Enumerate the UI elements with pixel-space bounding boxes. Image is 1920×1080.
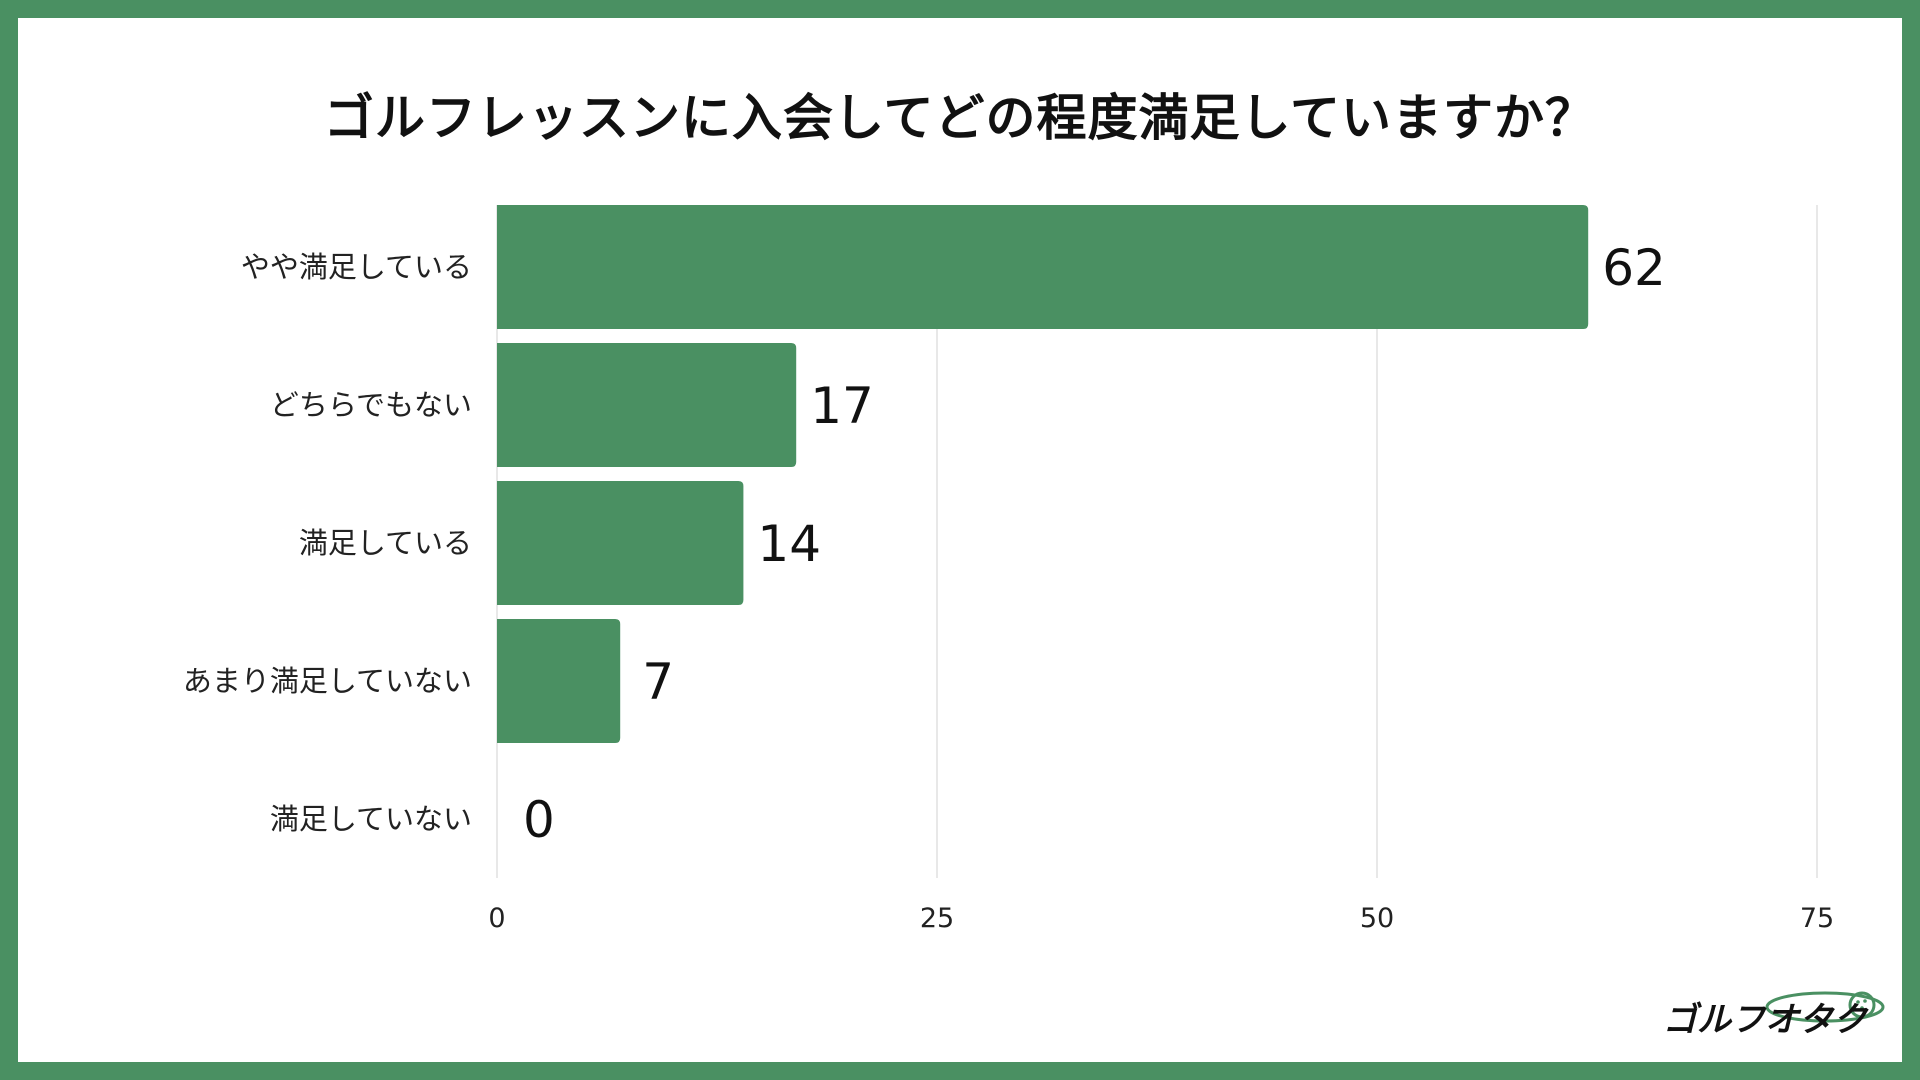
- label-layer: やや満足している 62 どちらでもない 17 満足している 14 あまり満足していない 7 満足…: [183, 239, 1666, 849]
- data-label: 62: [1602, 239, 1666, 297]
- data-label: 17: [810, 377, 874, 435]
- bar: [497, 343, 797, 467]
- data-label: 14: [757, 515, 821, 573]
- bar: [497, 481, 744, 605]
- x-tick-label: 25: [920, 903, 954, 934]
- chart-title: ゴルフレッスンに入会してどの程度満足していますか？: [324, 89, 1596, 147]
- x-tick-label: 0: [488, 903, 505, 934]
- bar-layer: [497, 205, 1589, 743]
- bar: [497, 619, 621, 743]
- category-label: あまり満足していない: [183, 664, 472, 698]
- brand-logo: ゴルフオタク: [1663, 991, 1885, 1040]
- category-label: やや満足している: [241, 250, 472, 284]
- golf-ball-icon: [1765, 991, 1885, 1023]
- brand-logo-text: ゴルフオタク: [1663, 1000, 1869, 1040]
- bar: [497, 205, 1589, 329]
- category-label: 満足している: [299, 526, 472, 560]
- category-label: どちらでもない: [270, 388, 472, 422]
- x-tick-label: 50: [1360, 903, 1394, 934]
- data-label: 7: [642, 653, 674, 711]
- tick-layer: 0 25 50 75: [488, 903, 1834, 934]
- x-tick-label: 75: [1800, 903, 1834, 934]
- chart-card: [18, 18, 1902, 1062]
- data-label: 0: [523, 791, 555, 849]
- category-label: 満足していない: [270, 802, 472, 836]
